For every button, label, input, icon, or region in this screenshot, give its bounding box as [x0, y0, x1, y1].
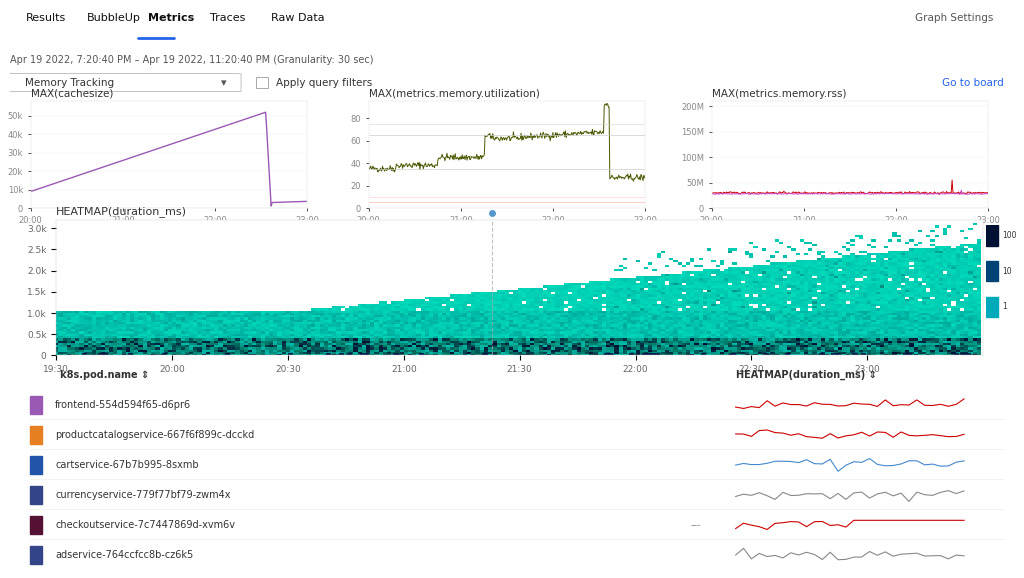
- Text: adservice-764ccfcc8b-cz6k5: adservice-764ccfcc8b-cz6k5: [55, 550, 194, 560]
- Text: Apply query filters: Apply query filters: [276, 77, 373, 88]
- Bar: [364, 353, 368, 355]
- Bar: [646, 353, 650, 355]
- Bar: [907, 353, 911, 355]
- Text: productcatalogservice-667f6f899c-dcckd: productcatalogservice-667f6f899c-dcckd: [55, 429, 255, 440]
- Bar: [31, 486, 42, 504]
- Bar: [967, 353, 971, 355]
- Bar: [256, 77, 268, 88]
- Text: HEATMAP(duration_ms): HEATMAP(duration_ms): [56, 206, 187, 217]
- Bar: [831, 353, 836, 355]
- Bar: [629, 353, 634, 355]
- Text: Graph Settings: Graph Settings: [914, 13, 993, 23]
- Bar: [608, 353, 612, 355]
- Bar: [31, 516, 42, 534]
- Text: Traces: Traces: [210, 13, 246, 23]
- Bar: [481, 353, 486, 355]
- Bar: [819, 353, 823, 355]
- Text: BubbleUp: BubbleUp: [87, 13, 141, 23]
- Text: checkoutservice-7c7447869d-xvm6v: checkoutservice-7c7447869d-xvm6v: [55, 520, 236, 530]
- Text: k8s.pod.name ⇕: k8s.pod.name ⇕: [60, 369, 150, 380]
- Bar: [861, 353, 865, 355]
- Text: Go to board: Go to board: [942, 77, 1004, 88]
- Bar: [31, 425, 42, 444]
- Bar: [128, 353, 132, 355]
- Text: 1: 1: [1002, 302, 1008, 312]
- Text: Raw Data: Raw Data: [271, 13, 325, 23]
- Text: currencyservice-779f77bf79-zwm4x: currencyservice-779f77bf79-zwm4x: [55, 490, 230, 500]
- Text: Results: Results: [26, 13, 66, 23]
- Bar: [986, 225, 997, 246]
- Bar: [359, 353, 364, 355]
- Bar: [31, 546, 42, 564]
- Bar: [31, 455, 42, 474]
- Bar: [102, 353, 106, 355]
- Bar: [82, 353, 86, 355]
- Text: cartservice-67b7b995-8sxmb: cartservice-67b7b995-8sxmb: [55, 460, 199, 470]
- Bar: [31, 395, 42, 414]
- Bar: [419, 353, 423, 355]
- Text: ---: ---: [691, 520, 701, 530]
- Text: MAX(cachesize): MAX(cachesize): [31, 89, 113, 99]
- Text: Memory Tracking: Memory Tracking: [26, 77, 115, 88]
- Text: MAX(metrics.memory.utilization): MAX(metrics.memory.utilization): [369, 89, 540, 99]
- Bar: [986, 261, 997, 281]
- Bar: [962, 353, 967, 355]
- Bar: [730, 353, 734, 355]
- Text: HEATMAP(duration_ms) ⇕: HEATMAP(duration_ms) ⇕: [735, 369, 877, 380]
- Bar: [785, 353, 790, 355]
- Text: frontend-554d594f65-d6pr6: frontend-554d594f65-d6pr6: [55, 399, 191, 410]
- Text: MAX(metrics.memory.rss): MAX(metrics.memory.rss): [712, 89, 846, 99]
- Bar: [162, 353, 166, 355]
- Bar: [764, 353, 768, 355]
- Bar: [604, 353, 608, 355]
- Bar: [326, 353, 330, 355]
- Bar: [98, 353, 102, 355]
- Text: 10: 10: [1002, 266, 1012, 276]
- Bar: [650, 353, 654, 355]
- Bar: [654, 353, 658, 355]
- Bar: [642, 353, 646, 355]
- Bar: [339, 353, 343, 355]
- Text: Metrics: Metrics: [148, 13, 195, 23]
- Text: 100: 100: [1002, 231, 1017, 240]
- Bar: [393, 353, 397, 355]
- Bar: [903, 353, 907, 355]
- FancyBboxPatch shape: [0, 73, 241, 92]
- Bar: [225, 353, 229, 355]
- Bar: [953, 353, 957, 355]
- Bar: [836, 353, 840, 355]
- Text: ▾: ▾: [221, 77, 226, 88]
- Text: Apr 19 2022, 7:20:40 PM – Apr 19 2022, 11:20:40 PM (Granularity: 30 sec): Apr 19 2022, 7:20:40 PM – Apr 19 2022, 1…: [10, 55, 374, 65]
- Bar: [700, 353, 705, 355]
- Bar: [347, 353, 351, 355]
- Bar: [288, 353, 292, 355]
- Bar: [852, 353, 857, 355]
- Bar: [986, 297, 997, 317]
